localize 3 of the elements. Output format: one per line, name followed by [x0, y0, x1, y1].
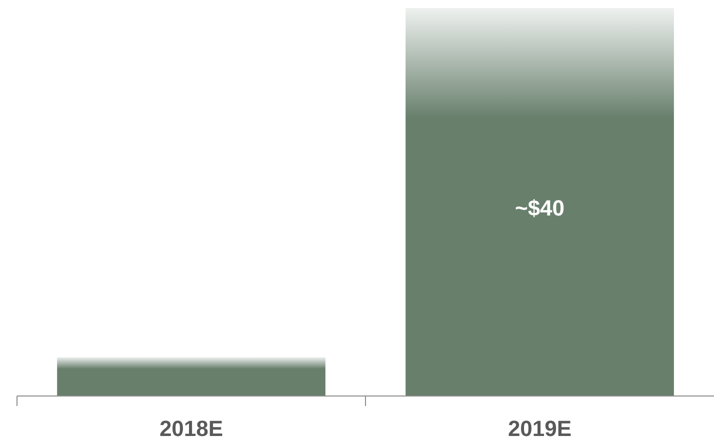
data-label: ~$40 — [514, 196, 565, 221]
x-tick-label: 2019E — [508, 416, 572, 441]
x-tick-label: 2018E — [159, 416, 224, 441]
